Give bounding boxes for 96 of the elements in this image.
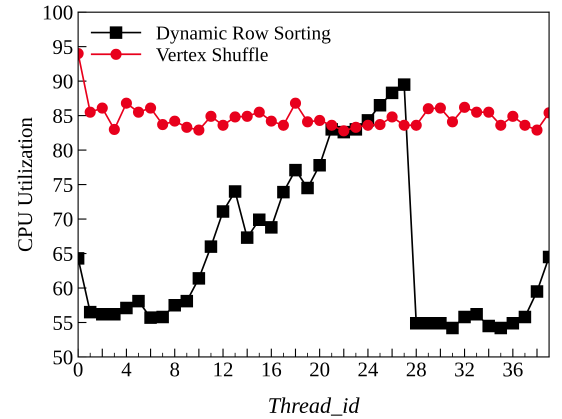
point	[495, 120, 506, 131]
x-tick-label: 16	[262, 362, 282, 377]
point	[314, 114, 326, 126]
point	[313, 159, 326, 172]
point	[144, 311, 157, 324]
point	[192, 272, 206, 285]
point	[386, 111, 398, 123]
point	[482, 320, 495, 332]
y-tick-label: 95	[53, 40, 72, 54]
point	[350, 122, 362, 133]
point	[168, 299, 181, 312]
point	[253, 213, 266, 226]
point	[228, 185, 242, 198]
point	[374, 99, 386, 112]
point	[422, 103, 434, 114]
point	[398, 78, 410, 91]
point	[108, 308, 121, 320]
x-axis-title: Thread_id	[269, 397, 360, 416]
y-axis-title: CPU Utilization	[18, 117, 32, 252]
point	[108, 124, 120, 135]
point	[494, 322, 508, 334]
point	[278, 120, 289, 131]
y-tick-label: 85	[53, 108, 72, 124]
point	[326, 120, 338, 131]
point	[96, 308, 109, 320]
point	[254, 106, 265, 118]
point	[156, 310, 169, 324]
point	[458, 310, 471, 324]
point	[410, 316, 422, 330]
x-tick-label: 32	[455, 362, 474, 377]
point	[96, 102, 108, 114]
point	[180, 294, 194, 308]
x-tick-label: 8	[170, 362, 180, 377]
y-tick-label: 100	[44, 6, 72, 20]
x-tick-label: 20	[310, 362, 330, 377]
point	[193, 124, 204, 136]
point	[84, 306, 96, 318]
point	[374, 119, 386, 130]
point	[386, 86, 398, 100]
y-tick-label: 80	[53, 143, 72, 158]
point	[519, 120, 530, 131]
point	[290, 98, 302, 109]
x-tick-label: 0	[74, 362, 83, 377]
point	[84, 106, 96, 118]
point	[506, 316, 520, 330]
y-tick-label: 70	[54, 212, 72, 226]
point	[362, 120, 374, 131]
legend-label: Vertex Shuffle	[156, 47, 268, 62]
point	[217, 120, 229, 131]
x-tick-label: 12	[214, 362, 232, 376]
point	[216, 205, 230, 218]
point	[507, 110, 518, 122]
point	[289, 164, 302, 176]
point	[446, 116, 458, 128]
point	[301, 182, 314, 194]
point	[446, 322, 459, 334]
point	[398, 120, 410, 131]
point	[302, 116, 314, 128]
point	[410, 120, 422, 131]
point	[132, 294, 145, 308]
point	[230, 111, 241, 123]
point	[434, 102, 446, 114]
point	[470, 308, 483, 320]
point	[434, 316, 447, 330]
point	[530, 285, 544, 298]
point	[120, 302, 133, 314]
point	[458, 102, 470, 113]
point	[266, 116, 277, 127]
point	[205, 110, 217, 122]
legend-label: Dynamic Row Sorting	[156, 26, 331, 44]
point	[518, 310, 532, 324]
point	[531, 124, 543, 136]
x-tick-label: 24	[358, 362, 378, 376]
point	[471, 106, 482, 118]
point	[265, 221, 278, 234]
y-tick-label: 55	[54, 316, 72, 330]
x-tick-label: 28	[406, 362, 426, 377]
point	[242, 110, 253, 122]
y-tick-label: 65	[53, 246, 72, 261]
point	[169, 116, 180, 127]
point	[240, 231, 254, 244]
point	[120, 98, 132, 109]
point	[145, 102, 156, 114]
point	[422, 316, 435, 330]
x-tick-label: 4	[122, 362, 132, 376]
y-tick-label: 50	[54, 350, 72, 364]
x-tick-label: 36	[503, 362, 523, 377]
point	[181, 122, 192, 133]
point	[483, 106, 494, 118]
y-tick-label: 75	[54, 178, 72, 192]
y-tick-label: 90	[53, 74, 72, 89]
y-tick-label: 60	[53, 281, 72, 296]
point	[277, 186, 290, 198]
point	[204, 240, 218, 253]
point	[132, 106, 144, 118]
point	[157, 119, 168, 130]
